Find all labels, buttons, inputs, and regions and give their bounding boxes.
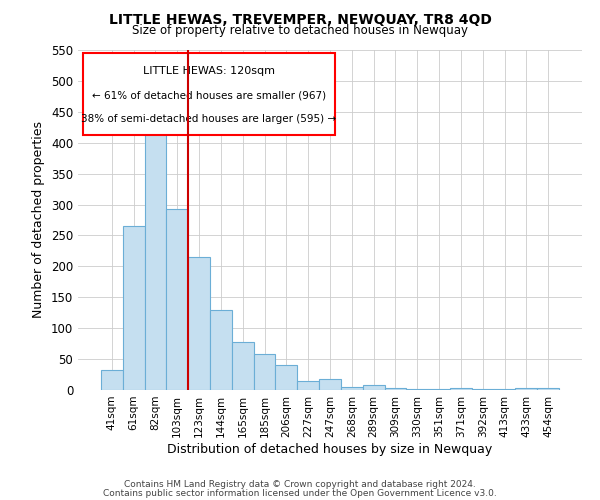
Bar <box>385 388 406 390</box>
Bar <box>363 385 385 390</box>
Bar <box>297 380 319 390</box>
X-axis label: Distribution of detached houses by size in Newquay: Distribution of detached houses by size … <box>167 442 493 456</box>
Text: Contains HM Land Registry data © Crown copyright and database right 2024.: Contains HM Land Registry data © Crown c… <box>124 480 476 489</box>
Text: Size of property relative to detached houses in Newquay: Size of property relative to detached ho… <box>132 24 468 37</box>
Text: LITTLE HEWAS, TREVEMPER, NEWQUAY, TR8 4QD: LITTLE HEWAS, TREVEMPER, NEWQUAY, TR8 4Q… <box>109 12 491 26</box>
Bar <box>319 379 341 390</box>
Bar <box>101 370 123 390</box>
Text: ← 61% of detached houses are smaller (967): ← 61% of detached houses are smaller (96… <box>92 91 326 101</box>
Bar <box>254 354 275 390</box>
Bar <box>83 54 335 135</box>
Bar <box>406 389 428 390</box>
Bar <box>275 366 297 390</box>
Y-axis label: Number of detached properties: Number of detached properties <box>32 122 46 318</box>
Bar <box>166 209 188 390</box>
Text: 38% of semi-detached houses are larger (595) →: 38% of semi-detached houses are larger (… <box>82 114 337 124</box>
Text: Contains public sector information licensed under the Open Government Licence v3: Contains public sector information licen… <box>103 488 497 498</box>
Bar <box>341 387 363 390</box>
Bar <box>145 126 166 390</box>
Bar <box>450 388 472 390</box>
Bar <box>232 342 254 390</box>
Bar <box>188 257 210 390</box>
Bar <box>515 388 537 390</box>
Text: LITTLE HEWAS: 120sqm: LITTLE HEWAS: 120sqm <box>143 66 275 76</box>
Bar <box>123 226 145 390</box>
Bar <box>210 310 232 390</box>
Bar <box>537 388 559 390</box>
